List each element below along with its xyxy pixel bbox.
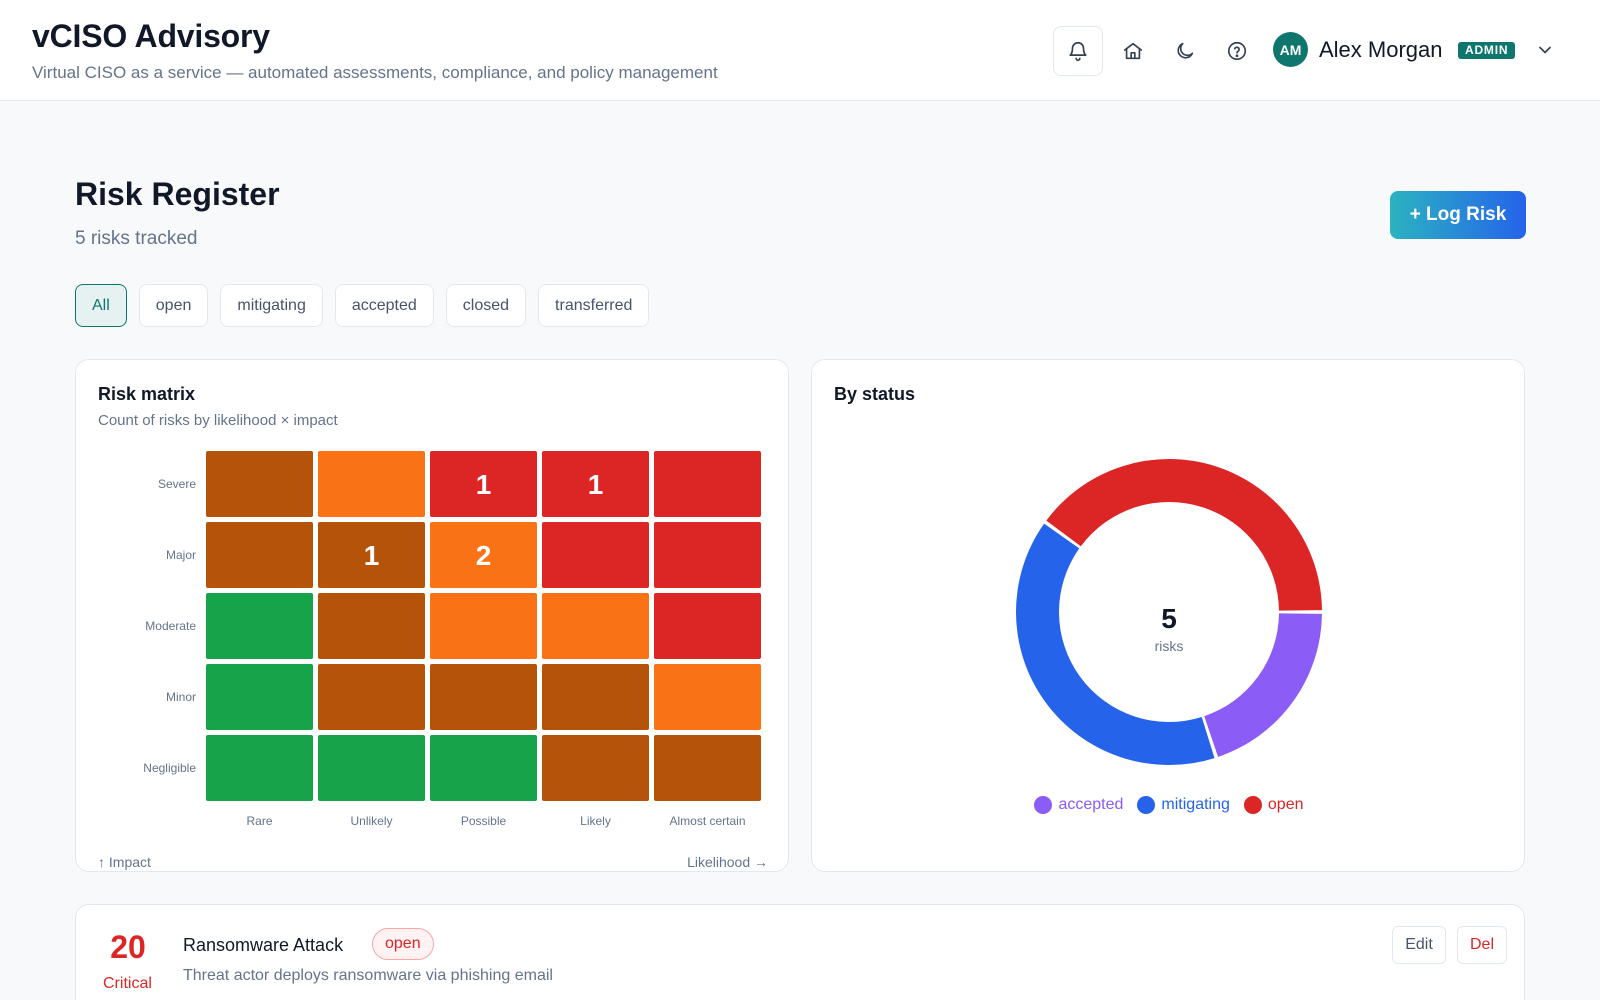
risk-score: 20 — [110, 929, 146, 965]
theme-toggle-button[interactable] — [1168, 34, 1202, 68]
status-chart-card: By status 5 risks accepted mitigating open — [811, 359, 1525, 872]
x-tick-label: Almost certain — [669, 814, 745, 828]
legend-label: mitigating — [1161, 796, 1230, 813]
y-tick-label: Moderate — [145, 619, 196, 633]
donut-slice-accepted[interactable] — [1204, 613, 1322, 757]
help-icon — [1227, 41, 1247, 61]
donut-center-value: 5 — [1161, 603, 1177, 634]
matrix-cell-count: 1 — [364, 540, 380, 571]
role-badge: ADMIN — [1458, 42, 1516, 59]
legend-label: open — [1267, 796, 1304, 813]
app-subtitle: Virtual CISO as a service — automated as… — [32, 63, 718, 82]
legend-label: accepted — [1058, 796, 1124, 813]
impact-axis-label: ↑ Impact — [98, 854, 151, 870]
matrix-cell[interactable] — [206, 664, 313, 730]
status-donut-chart: 5 risks — [1016, 459, 1322, 765]
matrix-cell[interactable] — [318, 593, 425, 659]
legend-swatch — [1137, 796, 1156, 814]
donut-center-label: risks — [1155, 638, 1184, 654]
page-title: Risk Register — [75, 176, 280, 212]
matrix-cell[interactable] — [654, 593, 761, 659]
home-icon — [1123, 42, 1143, 60]
matrix-cell[interactable] — [654, 451, 761, 517]
legend-item-mitigating[interactable]: mitigating — [1137, 796, 1230, 814]
risk-matrix-title: Risk matrix — [98, 384, 196, 404]
bell-icon — [1069, 42, 1087, 61]
risk-matrix-subtitle: Count of risks by likelihood × impact — [98, 412, 338, 429]
matrix-cell[interactable] — [542, 522, 649, 588]
user-name[interactable]: Alex Morgan — [1319, 37, 1443, 62]
risk-level: Critical — [103, 975, 152, 992]
legend-swatch — [1034, 796, 1053, 814]
status-legend: accepted mitigating open — [812, 796, 1526, 814]
matrix-cell[interactable] — [318, 735, 425, 801]
matrix-cell-count: 1 — [476, 469, 492, 500]
filter-chip-accepted[interactable]: accepted — [334, 284, 434, 327]
avatar[interactable]: AM — [1273, 32, 1308, 67]
page-subtitle: 5 risks tracked — [75, 228, 198, 249]
matrix-cell-count: 2 — [476, 540, 492, 571]
risk-title: Ransomware Attack — [183, 935, 344, 955]
x-tick-label: Possible — [461, 814, 507, 828]
legend-item-accepted[interactable]: accepted — [1034, 796, 1123, 814]
x-tick-label: Unlikely — [350, 814, 392, 828]
matrix-cell[interactable] — [430, 522, 537, 588]
notifications-button[interactable] — [1053, 26, 1103, 76]
risk-matrix-chart: ↑ Impact Likelihood → Severe 1 1 Major 1 2 Mod… — [98, 451, 768, 870]
y-tick-label: Minor — [166, 690, 196, 704]
risk-matrix-card: Risk matrix Count of risks by likelihood… — [75, 359, 789, 872]
edit-risk-button[interactable]: Edit — [1392, 926, 1446, 964]
matrix-cell[interactable] — [206, 735, 313, 801]
likelihood-axis-label: Likelihood → — [687, 854, 768, 870]
matrix-cell[interactable] — [430, 664, 537, 730]
y-tick-label: Major — [166, 548, 196, 562]
risk-list-item[interactable]: 20 Critical Ransomware Attack open Threa… — [75, 904, 1525, 1000]
matrix-cell[interactable] — [654, 522, 761, 588]
matrix-cell[interactable] — [542, 593, 649, 659]
donut-slice-open[interactable] — [1046, 459, 1322, 611]
x-tick-label: Likely — [580, 814, 611, 828]
matrix-cell-count: 1 — [588, 469, 604, 500]
matrix-cell[interactable] — [206, 593, 313, 659]
matrix-cell[interactable] — [542, 451, 649, 517]
filter-chip-mitigating[interactable]: mitigating — [220, 284, 323, 327]
filter-chip-transferred[interactable]: transferred — [538, 284, 650, 327]
matrix-cell[interactable] — [430, 451, 537, 517]
donut-slice-mitigating[interactable] — [1016, 523, 1215, 765]
y-tick-label: Negligible — [143, 761, 196, 775]
filter-chip-open[interactable]: open — [138, 284, 209, 327]
top-bar: vCISO Advisory Virtual CISO as a service… — [0, 0, 1600, 101]
matrix-cell[interactable] — [318, 522, 425, 588]
home-button[interactable] — [1116, 34, 1150, 68]
matrix-cell[interactable] — [430, 593, 537, 659]
matrix-cell[interactable] — [542, 735, 649, 801]
y-tick-label: Severe — [158, 477, 196, 491]
legend-item-open[interactable]: open — [1243, 796, 1304, 814]
delete-risk-button[interactable]: Del — [1457, 926, 1507, 964]
risk-description: Threat actor deploys ransomware via phis… — [183, 967, 553, 984]
chevron-down-icon[interactable] — [1535, 40, 1555, 60]
matrix-cell[interactable] — [654, 664, 761, 730]
legend-swatch — [1243, 796, 1262, 814]
matrix-cell[interactable] — [430, 735, 537, 801]
matrix-cell[interactable] — [206, 451, 313, 517]
matrix-cell[interactable] — [318, 664, 425, 730]
filter-chip-closed[interactable]: closed — [445, 284, 527, 327]
status-badge: open — [372, 928, 434, 960]
matrix-cell[interactable] — [542, 664, 649, 730]
matrix-cell[interactable] — [206, 522, 313, 588]
log-risk-button[interactable]: + Log Risk — [1390, 191, 1526, 239]
help-button[interactable] — [1220, 34, 1254, 68]
filter-chip-all[interactable]: All — [75, 284, 127, 327]
matrix-cell[interactable] — [654, 735, 761, 801]
status-chart-title: By status — [834, 384, 916, 404]
app-title: vCISO Advisory — [32, 18, 270, 54]
moon-icon — [1177, 42, 1194, 59]
status-filter-bar: All open mitigating accepted closed tran… — [75, 284, 650, 327]
matrix-cell[interactable] — [318, 451, 425, 517]
x-tick-label: Rare — [246, 814, 272, 828]
